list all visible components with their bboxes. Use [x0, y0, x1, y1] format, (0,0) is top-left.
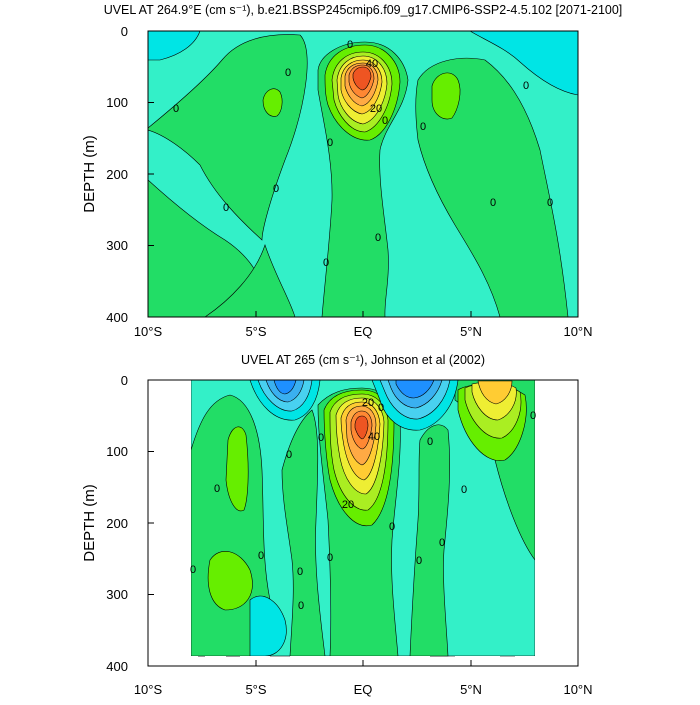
bottom-panel-title: UVEL AT 265 (cm s⁻¹), Johnson et al (200… — [241, 353, 485, 367]
contour-label: 0 — [214, 483, 220, 495]
contour-label: 0 — [347, 39, 353, 51]
contour-label: 0 — [530, 410, 536, 422]
contour-label: 0 — [416, 555, 422, 567]
top-contour-field — [148, 31, 578, 317]
contour-label: 0 — [378, 402, 384, 414]
contour-label: 0 — [323, 257, 329, 269]
top-pos10-east-patch — [431, 72, 461, 120]
y-tick-label: 100 — [106, 95, 128, 110]
y-tick-label: 300 — [106, 238, 128, 253]
top-pos70-core — [352, 66, 372, 91]
contour-label: 0 — [461, 484, 467, 496]
top-y-axis: 0 100 200 300 400 DEPTH (m) — [81, 24, 128, 325]
bottom-pos70-core — [354, 415, 369, 440]
contour-label: 20 — [342, 499, 354, 511]
contour-label: 0 — [327, 137, 333, 149]
contour-label: 0 — [375, 232, 381, 244]
y-tick-label: 0 — [121, 373, 128, 388]
top-panel-title: UVEL AT 264.9°E (cm s⁻¹), b.e21.BSSP245c… — [104, 3, 623, 17]
top-pos-east — [415, 57, 569, 317]
contour-label: 0 — [318, 432, 324, 444]
y-axis-label: DEPTH (m) — [81, 484, 98, 562]
x-tick-label: 10°N — [563, 324, 592, 339]
x-tick-label: 10°N — [563, 682, 592, 697]
y-tick-label: 200 — [106, 516, 128, 531]
contour-label: 0 — [285, 67, 291, 79]
x-tick-label: 10°S — [134, 324, 163, 339]
y-tick-label: 100 — [106, 444, 128, 459]
top-contour-labels: 0 40 20 0 0 0 0 0 0 0 0 0 0 0 0 — [173, 39, 553, 269]
x-tick-label: 5°S — [245, 682, 266, 697]
contour-label: 0 — [297, 566, 303, 578]
top-x-axis: 10°S 5°S EQ 5°N 10°N — [134, 324, 593, 339]
contour-label: 0 — [258, 550, 264, 562]
bottom-panel: UVEL AT 265 (cm s⁻¹), Johnson et al (200… — [81, 353, 593, 697]
contour-label: 0 — [439, 537, 445, 549]
x-tick-label: EQ — [354, 682, 373, 697]
contour-label: 0 — [273, 183, 279, 195]
bottom-pos10-west — [225, 426, 249, 512]
x-tick-label: 5°S — [245, 324, 266, 339]
bottom-neg-lower — [249, 595, 287, 657]
bottom-pos-east-stem — [409, 424, 450, 657]
contour-label: 20 — [370, 103, 382, 115]
bottom-pos40-east — [477, 380, 513, 405]
contour-label: 0 — [547, 197, 553, 209]
contour-label: 0 — [327, 552, 333, 564]
y-tick-label: 0 — [121, 24, 128, 39]
contour-label: 0 — [427, 436, 433, 448]
bottom-contour-labels: 20 40 0 0 0 0 0 0 0 0 0 0 0 0 0 0 0 20 — [190, 397, 536, 612]
bottom-contour-field — [148, 380, 578, 666]
y-tick-label: 300 — [106, 587, 128, 602]
bottom-pos10-lower — [207, 551, 253, 611]
x-tick-label: EQ — [354, 324, 373, 339]
y-tick-label: 400 — [106, 659, 128, 674]
bottom-x-axis: 10°S 5°S EQ 5°N 10°N — [134, 682, 593, 697]
y-tick-label: 200 — [106, 167, 128, 182]
contour-label: 0 — [420, 121, 426, 133]
top-panel: UVEL AT 264.9°E (cm s⁻¹), b.e21.BSSP245c… — [81, 3, 622, 339]
contour-label: 0 — [490, 197, 496, 209]
top-pos-west — [148, 34, 308, 241]
bottom-neg30-west — [273, 380, 297, 395]
bottom-y-axis: 0 100 200 300 400 DEPTH (m) — [81, 373, 128, 674]
contour-label: 0 — [298, 600, 304, 612]
top-pos10-west-patch — [262, 88, 283, 117]
bottom-pos-mid — [281, 409, 326, 657]
contour-label: 20 — [362, 397, 374, 409]
contour-label: 0 — [190, 564, 196, 576]
bottom-missing-right — [535, 380, 578, 666]
top-neg-surface-east — [469, 31, 578, 96]
bottom-neg30-east — [395, 380, 435, 399]
contour-label: 0 — [286, 449, 292, 461]
contour-label: 0 — [389, 521, 395, 533]
x-tick-label: 5°N — [460, 324, 482, 339]
y-tick-label: 400 — [106, 310, 128, 325]
contour-label: 40 — [366, 58, 378, 70]
y-axis-label: DEPTH (m) — [81, 135, 98, 213]
x-tick-label: 10°S — [134, 682, 163, 697]
contour-label: 0 — [173, 103, 179, 115]
contour-label: 0 — [382, 115, 388, 127]
contour-label: 0 — [223, 202, 229, 214]
top-pos-lower-left — [204, 244, 296, 317]
contour-label: 0 — [523, 80, 529, 92]
x-tick-label: 5°N — [460, 682, 482, 697]
bottom-missing-left — [148, 380, 191, 666]
contour-label: 40 — [368, 431, 380, 443]
top-neg-left-patch — [148, 31, 201, 61]
